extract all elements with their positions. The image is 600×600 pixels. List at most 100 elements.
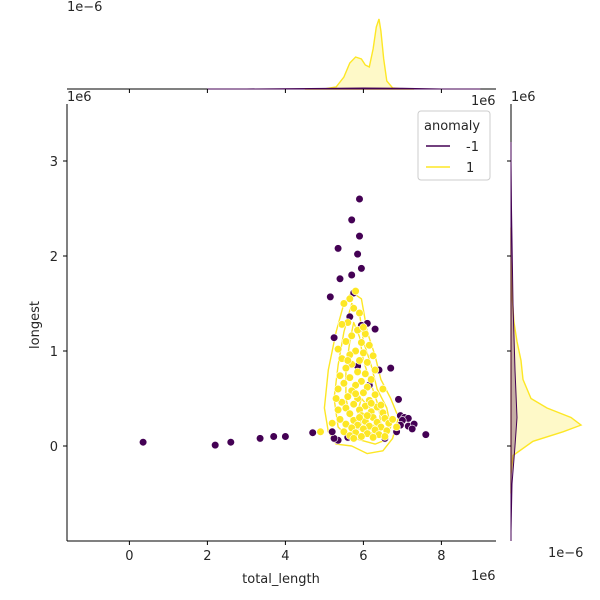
point-anomaly-neg1 [355, 232, 364, 241]
y-tick-label: 0 [50, 440, 58, 455]
scatter-points [139, 194, 430, 450]
point-anomaly-pos1 [341, 364, 351, 373]
point-anomaly-pos1 [335, 371, 345, 380]
point-anomaly-pos1 [355, 413, 364, 422]
point-anomaly-neg1 [386, 364, 395, 373]
point-anomaly-neg1 [353, 250, 362, 259]
point-anomaly-neg1 [211, 441, 220, 450]
point-anomaly-pos1 [357, 338, 366, 347]
point-anomaly-pos1 [345, 373, 354, 382]
top-marginal-kde [67, 18, 496, 93]
point-anomaly-neg1 [326, 292, 335, 302]
point-anomaly-pos1 [349, 304, 358, 313]
right-marginal-top-offset-text-2: 1e6 [511, 90, 536, 105]
x-offset-text: 1e6 [471, 569, 496, 584]
point-anomaly-neg1 [226, 438, 235, 447]
point-anomaly-neg1 [269, 432, 278, 441]
point-anomaly-pos1 [351, 287, 360, 296]
point-anomaly-neg1 [281, 432, 290, 441]
point-anomaly-pos1 [380, 432, 390, 441]
tick-marks: 0 2 4 6 8 0 1 2 3 [50, 155, 446, 564]
point-anomaly-pos1 [376, 401, 386, 410]
point-anomaly-pos1 [355, 308, 364, 318]
x-tick-label: 0 [125, 549, 133, 564]
point-anomaly-pos1 [357, 377, 366, 386]
point-anomaly-pos1 [363, 411, 372, 420]
point-anomaly-pos1 [359, 323, 368, 332]
point-anomaly-pos1 [343, 356, 352, 365]
point-anomaly-neg1 [357, 264, 366, 273]
point-anomaly-neg1 [394, 395, 403, 404]
point-anomaly-pos1 [341, 337, 351, 346]
point-anomaly-pos1 [378, 384, 388, 394]
point-anomaly-pos1 [351, 389, 360, 398]
y-tick-label: 1 [50, 345, 58, 360]
point-anomaly-pos1 [332, 394, 341, 403]
point-anomaly-pos1 [337, 398, 347, 407]
point-anomaly-pos1 [339, 379, 349, 388]
point-anomaly-neg1 [371, 325, 380, 334]
point-anomaly-pos1 [357, 432, 366, 441]
top-marginal-offset-text: 1e−6 [67, 0, 102, 15]
legend-title: anomaly [424, 119, 480, 134]
point-anomaly-pos1 [369, 433, 378, 442]
x-tick-label: 8 [437, 549, 445, 564]
y-offset-text: 1e6 [67, 90, 92, 105]
point-anomaly-neg1 [330, 333, 339, 342]
point-anomaly-pos1 [351, 381, 360, 390]
point-anomaly-neg1 [347, 270, 356, 280]
point-anomaly-pos1 [369, 351, 378, 360]
point-anomaly-neg1 [355, 194, 364, 204]
point-anomaly-pos1 [334, 345, 343, 354]
point-anomaly-neg1 [408, 424, 417, 434]
point-anomaly-pos1 [353, 367, 362, 377]
point-anomaly-neg1 [421, 430, 430, 439]
right-marginal-bottom-offset-text: 1e−6 [548, 546, 583, 561]
right-marginal-top-offset-text: 1e6 [471, 94, 496, 109]
y-axis-label: longest [28, 301, 43, 349]
point-anomaly-neg1 [308, 428, 317, 437]
point-anomaly-neg1 [328, 427, 337, 436]
point-anomaly-pos1 [392, 422, 401, 432]
legend-label-neg1: -1 [466, 140, 479, 155]
legend-box [417, 110, 491, 181]
point-anomaly-neg1 [335, 274, 345, 283]
point-anomaly-pos1 [334, 384, 343, 394]
point-anomaly-pos1 [388, 415, 397, 424]
point-anomaly-pos1 [341, 403, 351, 413]
point-anomaly-pos1 [367, 375, 376, 384]
point-anomaly-neg1 [347, 215, 356, 224]
point-anomaly-pos1 [345, 294, 354, 303]
legend-label-pos1: 1 [466, 161, 474, 176]
y-tick-label: 3 [50, 155, 58, 170]
point-anomaly-pos1 [371, 365, 380, 375]
main-axes [66, 104, 496, 542]
x-tick-label: 4 [281, 549, 289, 564]
point-anomaly-pos1 [359, 388, 368, 397]
point-anomaly-pos1 [335, 415, 345, 424]
point-anomaly-pos1 [359, 348, 368, 358]
y-tick-label: 2 [50, 250, 58, 265]
point-anomaly-pos1 [347, 331, 356, 340]
point-anomaly-pos1 [328, 419, 337, 428]
x-axis-label: total_length [242, 572, 320, 587]
point-anomaly-neg1 [334, 244, 343, 253]
point-anomaly-pos1 [355, 356, 364, 365]
point-anomaly-pos1 [349, 400, 358, 409]
point-anomaly-pos1 [337, 320, 347, 329]
right-marginal-kde [507, 104, 583, 541]
point-anomaly-pos1 [351, 346, 360, 356]
x-tick-label: 2 [203, 549, 211, 564]
point-anomaly-pos1 [363, 358, 372, 367]
right-marginal-density-neg1 [510, 142, 518, 541]
point-anomaly-pos1 [367, 399, 376, 408]
right-marginal-density-pos1 [510, 227, 583, 494]
point-anomaly-pos1 [339, 427, 349, 436]
point-anomaly-pos1 [363, 383, 372, 392]
point-anomaly-pos1 [361, 369, 370, 378]
point-anomaly-pos1 [365, 341, 374, 350]
point-anomaly-pos1 [339, 299, 349, 308]
point-anomaly-pos1 [349, 434, 358, 443]
top-marginal-density-neg1 [207, 87, 481, 90]
